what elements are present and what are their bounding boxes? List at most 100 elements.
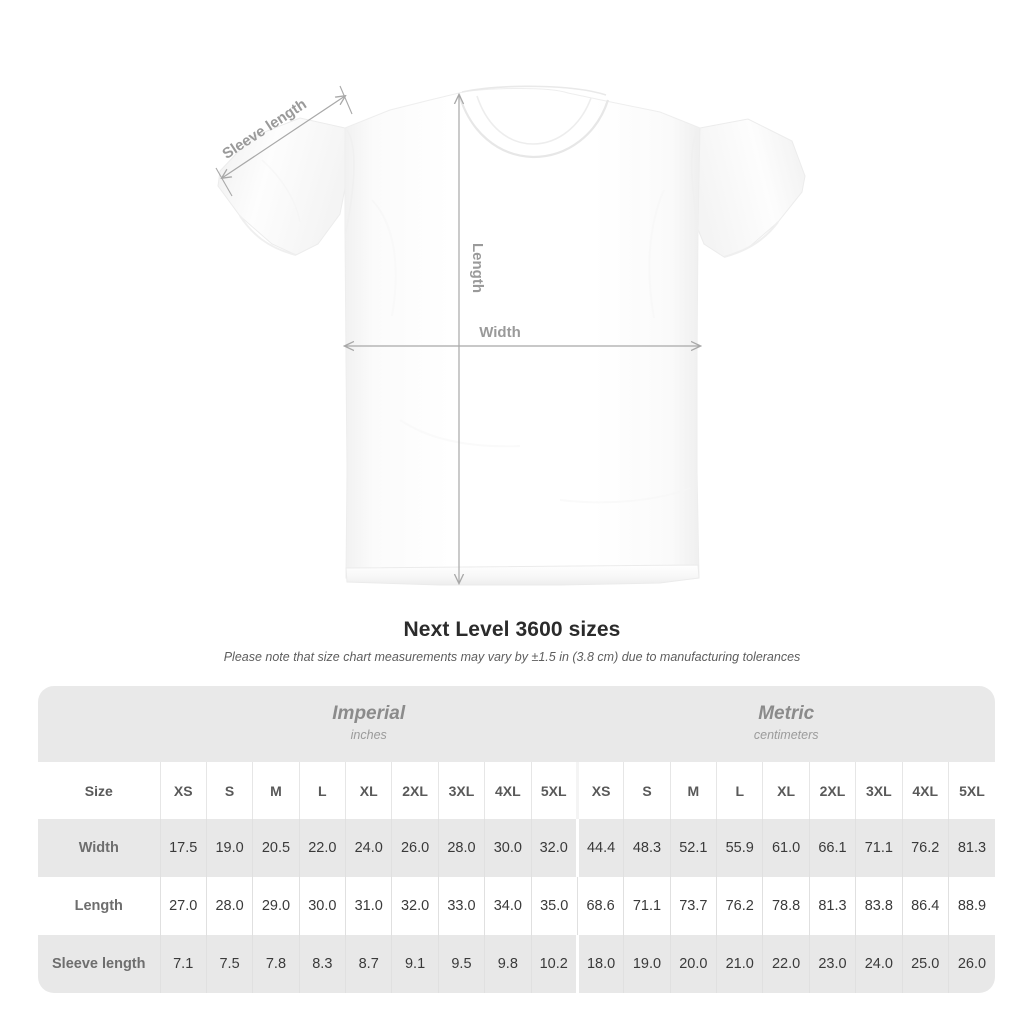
- cell-sleeve-length-imperial-5xl: 10.2: [530, 935, 578, 993]
- cell-sleeve-length-metric-s: 19.0: [623, 935, 671, 993]
- size-chart-table: Imperial inches Metric centimeters Size XS S M L…: [38, 686, 995, 993]
- cell-width-metric-m: 52.1: [669, 819, 717, 877]
- collar-inner: [476, 95, 592, 145]
- cell-width-imperial-3xl: 28.0: [437, 819, 485, 877]
- cell-sleeve-length-metric-xs: 18.0: [575, 935, 624, 993]
- page-title: Next Level 3600 sizes: [403, 618, 621, 641]
- bottom-hem: [345, 564, 700, 586]
- tolerance-note: Please note that size chart measurements…: [223, 650, 801, 664]
- cell-sleeve-length-metric-2xl: 23.0: [808, 935, 856, 993]
- group-header-metric: Metric centimeters: [577, 686, 995, 762]
- collar-outer: [457, 93, 610, 159]
- group-unit: inches: [350, 727, 387, 742]
- cell-length-imperial-2xl: 32.0: [391, 877, 439, 935]
- size-header-imperial-xl: XL: [345, 762, 392, 819]
- size-header-metric-3xl: 3XL: [855, 762, 903, 819]
- collar-band-top: [461, 85, 607, 96]
- size-header-imperial-l: L: [298, 762, 346, 819]
- cell-length-metric-4xl: 86.4: [901, 877, 949, 935]
- cell-width-metric-4xl: 76.2: [901, 819, 949, 877]
- cell-sleeve-length-metric-3xl: 24.0: [855, 935, 903, 993]
- cell-sleeve-length-imperial-4xl: 9.8: [484, 935, 532, 993]
- cell-sleeve-length-metric-m: 20.0: [669, 935, 717, 993]
- cell-width-imperial-s: 19.0: [205, 819, 253, 877]
- cell-width-imperial-m: 20.5: [252, 819, 300, 877]
- cell-width-metric-l: 55.9: [716, 819, 763, 877]
- cell-length-metric-l: 76.2: [716, 877, 763, 935]
- cell-length-imperial-xs: 27.0: [159, 877, 207, 935]
- cell-width-metric-3xl: 71.1: [855, 819, 903, 877]
- cell-sleeve-length-imperial-2xl: 9.1: [391, 935, 439, 993]
- cell-sleeve-length-imperial-3xl: 9.5: [437, 935, 485, 993]
- table-group-header-row: Imperial inches Metric centimeters: [38, 686, 995, 762]
- right-sleeve-hem: [723, 221, 779, 258]
- cell-sleeve-length-imperial-xs: 7.1: [159, 935, 207, 993]
- left-shoulder-seam: [345, 129, 355, 233]
- size-header-metric-5xl: 5XL: [947, 762, 995, 819]
- cell-sleeve-length-imperial-l: 8.3: [298, 935, 346, 993]
- cell-width-imperial-5xl: 32.0: [530, 819, 578, 877]
- cell-width-imperial-4xl: 30.0: [484, 819, 532, 877]
- cell-sleeve-length-imperial-xl: 8.7: [345, 935, 392, 993]
- sleeve-length-tick-end: [339, 85, 353, 115]
- size-column-header: Size: [38, 762, 161, 819]
- cell-length-metric-2xl: 81.3: [808, 877, 856, 935]
- row-label-sleeve-length: Sleeve length: [38, 935, 161, 993]
- cell-length-metric-s: 71.1: [623, 877, 671, 935]
- size-header-imperial-5xl: 5XL: [530, 762, 578, 819]
- group-header-imperial: Imperial inches: [160, 686, 578, 762]
- cell-length-imperial-4xl: 34.0: [484, 877, 532, 935]
- right-shoulder-seam: [690, 129, 699, 233]
- cell-width-metric-s: 48.3: [623, 819, 671, 877]
- right-sleeve: [689, 118, 806, 258]
- length-label: Length: [469, 243, 486, 293]
- cell-length-imperial-xl: 31.0: [345, 877, 392, 935]
- cell-sleeve-length-imperial-m: 7.8: [252, 935, 300, 993]
- cell-length-imperial-s: 28.0: [205, 877, 253, 935]
- cell-sleeve-length-imperial-s: 7.5: [205, 935, 253, 993]
- cell-length-metric-m: 73.7: [669, 877, 717, 935]
- cell-width-metric-xs: 44.4: [575, 819, 624, 877]
- group-title: Imperial: [332, 703, 406, 725]
- table-row: Length 27.0 28.0 29.0 30.0 31.0 32.0 33.0 34.0 35…: [38, 877, 995, 935]
- size-header-metric-4xl: 4XL: [901, 762, 949, 819]
- row-label-length: Length: [38, 877, 161, 935]
- size-header-imperial-xs: XS: [159, 762, 207, 819]
- table-row: Sleeve length 7.1 7.5 7.8 8.3 8.7 9.1 9.5 9.8 10.…: [38, 935, 995, 993]
- group-header-spacer: [38, 686, 161, 762]
- size-header-imperial-2xl: 2XL: [391, 762, 439, 819]
- size-header-metric-s: S: [623, 762, 671, 819]
- cell-sleeve-length-metric-5xl: 26.0: [947, 935, 995, 993]
- cell-length-metric-5xl: 88.9: [947, 877, 995, 935]
- sleeve-length-tick-start: [215, 167, 233, 197]
- cell-sleeve-length-metric-l: 21.0: [716, 935, 763, 993]
- table-size-header-row: Size XS S M L XL 2XL 3XL 4XL 5XL XS S M L XL 2XL 3XL 4XL 5…: [38, 762, 995, 819]
- table-row: Width 17.5 19.0 20.5 22.0 24.0 26.0 28.0 30.0 32.…: [38, 819, 995, 877]
- size-header-metric-xl: XL: [762, 762, 810, 819]
- cell-length-metric-xs: 68.6: [576, 877, 624, 935]
- size-chart-table-container: Imperial inches Metric centimeters Size XS S M L…: [38, 686, 995, 993]
- cell-sleeve-length-metric-4xl: 25.0: [901, 935, 949, 993]
- cell-length-imperial-5xl: 35.0: [530, 877, 578, 935]
- cell-width-metric-5xl: 81.3: [947, 819, 995, 877]
- cell-length-imperial-m: 29.0: [252, 877, 300, 935]
- size-header-metric-m: M: [669, 762, 717, 819]
- size-header-imperial-3xl: 3XL: [437, 762, 485, 819]
- size-header-imperial-4xl: 4XL: [484, 762, 532, 819]
- size-header-imperial-s: S: [205, 762, 253, 819]
- group-unit: centimeters: [753, 727, 819, 742]
- cell-length-imperial-l: 30.0: [298, 877, 346, 935]
- cell-length-imperial-3xl: 33.0: [437, 877, 485, 935]
- cell-width-metric-2xl: 66.1: [808, 819, 856, 877]
- cell-width-imperial-2xl: 26.0: [391, 819, 439, 877]
- width-label: Width: [479, 324, 521, 341]
- cell-sleeve-length-metric-xl: 22.0: [762, 935, 810, 993]
- cell-width-imperial-l: 22.0: [298, 819, 346, 877]
- size-header-metric-l: L: [716, 762, 763, 819]
- sleeve-length-arrow: [222, 96, 345, 178]
- shirt-measurement-figure: Sleeve length Length Width: [215, 85, 806, 586]
- cell-length-metric-xl: 78.8: [762, 877, 810, 935]
- left-sleeve-hem: [239, 215, 297, 256]
- cell-length-metric-3xl: 83.8: [855, 877, 903, 935]
- size-header-imperial-m: M: [252, 762, 300, 819]
